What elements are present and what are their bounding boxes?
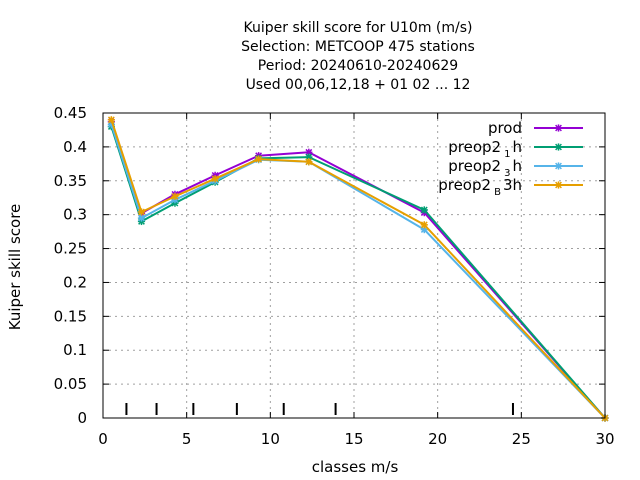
y-tick-label: 0.15 (54, 307, 87, 325)
axis-ticks: 0 0.05 0.1 0.15 0.2 0.25 0.3 0.35 0.4 0.45 0 5 10 15 2… (54, 104, 615, 448)
y-tick-label: 0.4 (63, 138, 87, 156)
title-line-1: Kuiper skill score for U10m (m/s) (244, 20, 473, 36)
legend-label: preop2 B 3h (438, 176, 522, 198)
data-point (137, 208, 146, 216)
x-tick-label: 0 (98, 430, 108, 448)
title-line-2: Selection: METCOOP 475 stations (241, 39, 475, 55)
y-tick-label: 0.05 (54, 375, 87, 393)
legend-label: prod (488, 119, 522, 137)
plot-series (107, 116, 609, 422)
data-point (107, 116, 115, 124)
x-tick-label: 15 (344, 430, 363, 448)
series-2 (107, 120, 609, 422)
legend-item: prod (488, 119, 583, 137)
title-line-4: Used 00,06,12,18 + 01 02 ... 12 (246, 77, 471, 93)
x-tick-label: 5 (182, 430, 192, 448)
chart-title: Kuiper skill score for U10m (m/s) Select… (241, 20, 475, 93)
x-tick-label: 20 (428, 430, 447, 448)
legend-swatch-marker (554, 124, 563, 132)
x-tick-label: 25 (512, 430, 531, 448)
series-0 (107, 118, 609, 422)
data-point (137, 214, 146, 222)
series-1 (107, 122, 609, 422)
series-line (110, 126, 606, 419)
y-tick-label: 0 (77, 409, 87, 427)
x-axis-label: classes m/s (312, 458, 399, 476)
legend-item: preop2 B 3h (438, 176, 583, 198)
series-line (110, 124, 606, 419)
series-line (110, 119, 606, 419)
legend-swatch-marker (554, 181, 563, 189)
legend-swatch-marker (554, 143, 563, 151)
data-point (420, 221, 428, 229)
y-tick-label: 0.1 (63, 341, 87, 359)
y-axis-label: Kuiper skill score (6, 204, 24, 331)
data-point (171, 192, 179, 200)
data-point (420, 206, 428, 214)
title-line-3: Period: 20240610-20240629 (258, 58, 458, 74)
data-point (255, 155, 263, 163)
x-tick-label: 10 (261, 430, 280, 448)
class-markers (125, 403, 514, 415)
y-tick-label: 0.25 (54, 240, 87, 258)
data-point (211, 175, 219, 183)
grid-lines (103, 113, 605, 418)
y-tick-label: 0.45 (54, 104, 87, 122)
data-point (305, 158, 313, 166)
y-tick-label: 0.3 (63, 206, 87, 224)
legend-swatch-marker (554, 162, 563, 170)
y-tick-label: 0.35 (54, 172, 87, 190)
x-tick-label: 30 (595, 430, 614, 448)
series-3 (107, 116, 609, 422)
series-line (110, 121, 606, 419)
y-tick-label: 0.2 (63, 273, 87, 291)
